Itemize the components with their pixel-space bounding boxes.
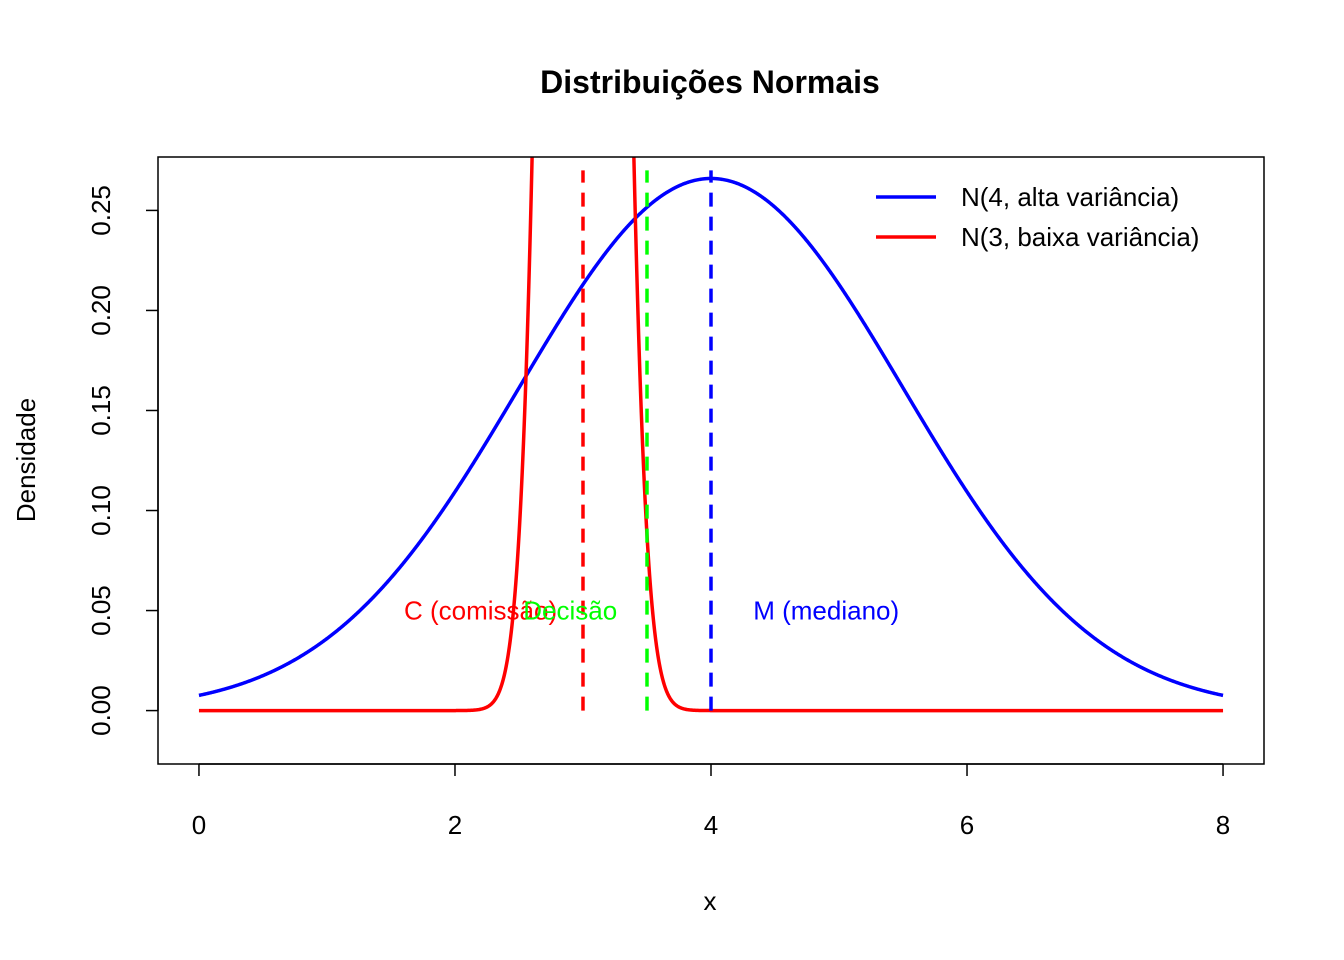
- legend: N(4, alta variância) N(3, baixa variância…: [876, 182, 1199, 252]
- x-tick-label: 8: [1216, 810, 1230, 840]
- annotation-1: C (comissão): [404, 596, 557, 626]
- y-tick-label: 0.05: [86, 585, 116, 636]
- x-tick-label: 6: [960, 810, 974, 840]
- x-tick-label: 0: [192, 810, 206, 840]
- legend-label-2: N(3, baixa variância): [961, 222, 1199, 252]
- y-tick-label: 0.00: [86, 685, 116, 736]
- y-tick-label: 0.10: [86, 485, 116, 536]
- legend-label-1: N(4, alta variância): [961, 182, 1179, 212]
- y-axis: 0.00 0.05 0.10 0.15 0.20 0.25: [86, 185, 159, 736]
- y-axis-label: Densidade: [11, 398, 41, 522]
- y-tick-label: 0.15: [86, 385, 116, 436]
- vlines-layer: [581, 170, 713, 711]
- x-axis: 0 2 4 6 8: [192, 763, 1230, 840]
- x-axis-label: x: [704, 886, 717, 916]
- x-tick-label: 2: [448, 810, 462, 840]
- annotations-layer: C (comissão)Decisão M (mediano): [404, 596, 899, 626]
- annotation-2: Decisão: [523, 596, 617, 626]
- annotation-3: M (mediano): [753, 596, 899, 626]
- x-tick-label: 4: [704, 810, 718, 840]
- y-tick-label: 0.20: [86, 285, 116, 336]
- chart-title: Distribuições Normais: [540, 64, 880, 100]
- y-tick-label: 0.25: [86, 185, 116, 236]
